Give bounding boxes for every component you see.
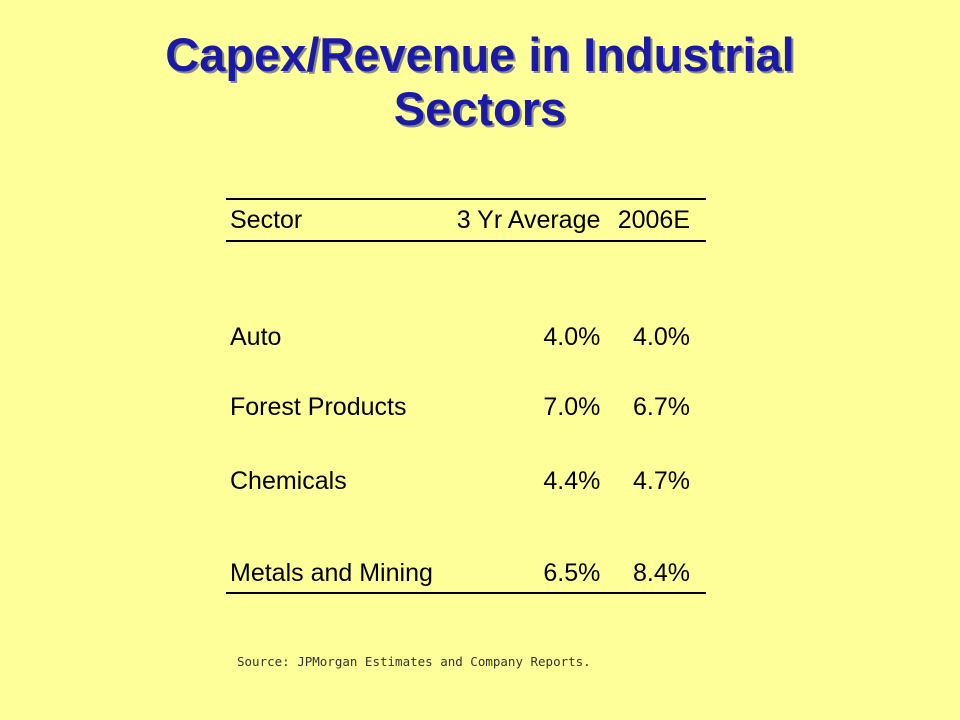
avg-cell: 4.4% <box>543 466 601 495</box>
table-row: Auto 4.0% 4.0% <box>226 241 706 370</box>
column-header-sector: Sector <box>226 198 446 242</box>
column-header-2006e: 2006E <box>600 198 706 242</box>
source-note: Source: JPMorgan Estimates and Company R… <box>237 654 591 669</box>
table-header-row: Sector 3 Yr Average 2006E <box>226 198 706 242</box>
avg-cell: 7.0% <box>543 392 601 421</box>
table-row: Forest Products 7.0% 6.7% <box>226 370 706 444</box>
avg-cell: 4.0% <box>543 323 601 351</box>
sector-cell: Metals and Mining <box>226 518 446 594</box>
column-header-3yr-average: 3 Yr Average <box>445 198 601 242</box>
estimate-cell: 4.0% <box>633 323 690 351</box>
slide-title-line2: Sectors <box>393 82 567 135</box>
estimate-cell: 4.7% <box>633 466 690 495</box>
sector-cell: Forest Products <box>230 392 407 421</box>
capex-table: Sector 3 Yr Average 2006E Auto 4.0% 4.0%… <box>226 198 706 594</box>
table-row: Metals and Mining 6.5% 8.4% <box>226 518 706 594</box>
avg-cell: 6.5% <box>445 518 601 594</box>
estimate-cell: 8.4% <box>600 518 706 594</box>
slide-title-line1: Capex/Revenue in Industrial <box>165 28 795 81</box>
sector-cell: Auto <box>230 323 282 351</box>
table-row: Chemicals 4.4% 4.7% <box>226 444 706 518</box>
sector-cell: Chemicals <box>230 466 347 495</box>
estimate-cell: 6.7% <box>633 392 690 421</box>
slide-title: Capex/Revenue in Industrial Sectors <box>0 28 960 136</box>
